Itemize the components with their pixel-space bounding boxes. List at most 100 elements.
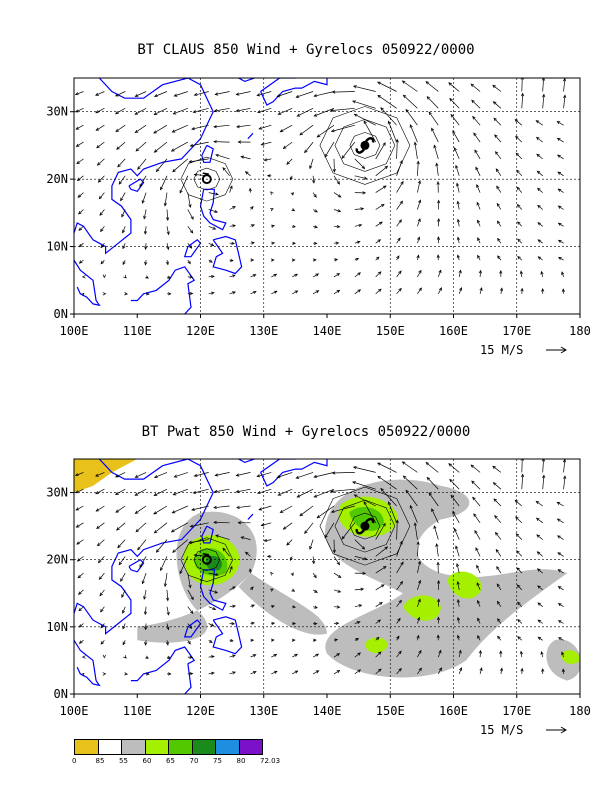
lon-label: 120E — [186, 324, 215, 338]
wind-arrow — [316, 505, 335, 519]
wind-arrowhead — [78, 640, 83, 644]
wind-arrow — [354, 175, 367, 180]
wind-arrow — [470, 464, 481, 473]
wind-arrow — [417, 218, 421, 227]
coastline — [199, 569, 227, 611]
wind-arrowhead — [121, 594, 125, 599]
wind-arrow — [117, 158, 126, 168]
wind-arrow — [476, 582, 481, 591]
wind-arrowhead — [235, 92, 240, 96]
wind-arrowhead — [435, 543, 439, 547]
lon-label: 160E — [439, 324, 468, 338]
legend-label: 75 — [213, 757, 222, 765]
wind-arrow — [452, 130, 460, 143]
wind-arrowhead — [456, 616, 461, 621]
legend-label: 70 — [189, 757, 199, 765]
wind-arrowhead — [276, 94, 281, 98]
wind-arrowhead — [76, 541, 80, 545]
wind-arrowhead — [76, 160, 80, 165]
wind-arrow — [166, 606, 170, 615]
wind-arrowhead — [291, 638, 296, 642]
wind-arrow — [405, 490, 418, 507]
wind-arrowhead — [173, 474, 178, 478]
wind-arrowhead — [336, 224, 341, 229]
wind-arrowhead — [557, 222, 562, 226]
wind-arrowhead — [456, 182, 460, 187]
lat-label: 0N — [54, 307, 68, 321]
wind-arrowhead — [167, 655, 172, 659]
wind-arrow — [537, 568, 543, 574]
wind-arrowhead — [244, 171, 249, 175]
wind-arrow — [449, 479, 460, 490]
wind-arrowhead — [352, 100, 356, 104]
wind-arrowhead — [330, 129, 335, 133]
wind-arrow — [516, 567, 523, 574]
coastline — [183, 239, 202, 258]
wind-arrow — [514, 119, 523, 126]
wind-arrow — [173, 488, 188, 496]
wind-arrowhead — [398, 650, 402, 655]
wind-arrowhead — [118, 181, 122, 185]
lat-label: 10N — [46, 240, 68, 254]
lon-label: 180 — [569, 324, 591, 338]
wind-arrow — [257, 472, 272, 477]
wind-arrowhead — [536, 170, 541, 175]
wind-arrowhead — [436, 254, 440, 258]
wind-arrowhead — [458, 649, 462, 654]
wind-arrowhead — [537, 222, 541, 226]
wind-arrow — [455, 545, 460, 557]
wind-arrowhead — [312, 560, 316, 565]
wind-arrowhead — [291, 258, 296, 262]
wind-arrow — [558, 222, 564, 227]
wind-arrowhead — [291, 588, 296, 592]
wind-arrowhead — [144, 641, 148, 646]
wind-arrow — [457, 581, 460, 590]
wind-arrow — [78, 606, 84, 611]
wind-arrow — [173, 107, 188, 115]
wind-arrowhead — [277, 492, 282, 496]
wind-arrow — [145, 243, 147, 250]
wind-arrowhead — [535, 120, 540, 124]
wind-arrow — [493, 498, 502, 507]
wind-arrowhead — [541, 668, 545, 672]
wind-arrowhead — [78, 227, 82, 231]
wind-arrowhead — [171, 510, 176, 514]
wind-arrow — [375, 523, 386, 540]
wind-arrow — [375, 185, 387, 193]
wind-arrow — [454, 528, 460, 540]
wind-arrowhead — [477, 617, 481, 622]
wind-arrowhead — [515, 516, 519, 520]
wind-arrowhead — [96, 525, 100, 529]
wind-arrow — [215, 154, 230, 160]
wind-arrowhead — [258, 507, 263, 511]
wind-arrowhead — [478, 649, 483, 654]
wind-arrowhead — [433, 144, 437, 149]
wind-arrow — [229, 566, 233, 574]
wet-core — [447, 571, 482, 599]
wind-arrowhead — [122, 625, 126, 630]
wind-arrowhead — [215, 572, 219, 577]
wind-arrowhead — [304, 149, 308, 154]
wind-arrowhead — [334, 258, 339, 262]
wind-arrowhead — [232, 604, 236, 608]
wind-arrowhead — [557, 569, 562, 573]
wind-arrowhead — [477, 254, 481, 259]
wind-arrowhead — [520, 287, 524, 292]
wind-arrow — [396, 520, 398, 540]
wind-arrowhead — [416, 254, 420, 259]
wind-arrow — [299, 505, 314, 516]
wind-arrowhead — [541, 459, 546, 462]
wind-arrowhead — [222, 167, 226, 171]
wind-arrow — [414, 522, 418, 540]
wind-arrowhead — [537, 619, 542, 623]
wind-arrow — [292, 290, 298, 295]
wind-arrow — [493, 482, 502, 490]
wind-arrow — [236, 124, 251, 128]
wind-arrow — [137, 539, 147, 551]
wind-arrowhead — [299, 132, 304, 136]
wind-arrowhead — [355, 638, 360, 642]
wind-arrowhead — [456, 634, 460, 639]
wind-arrowhead — [384, 165, 389, 170]
wind-arrow — [437, 287, 442, 294]
wind-arrowhead — [166, 626, 170, 631]
